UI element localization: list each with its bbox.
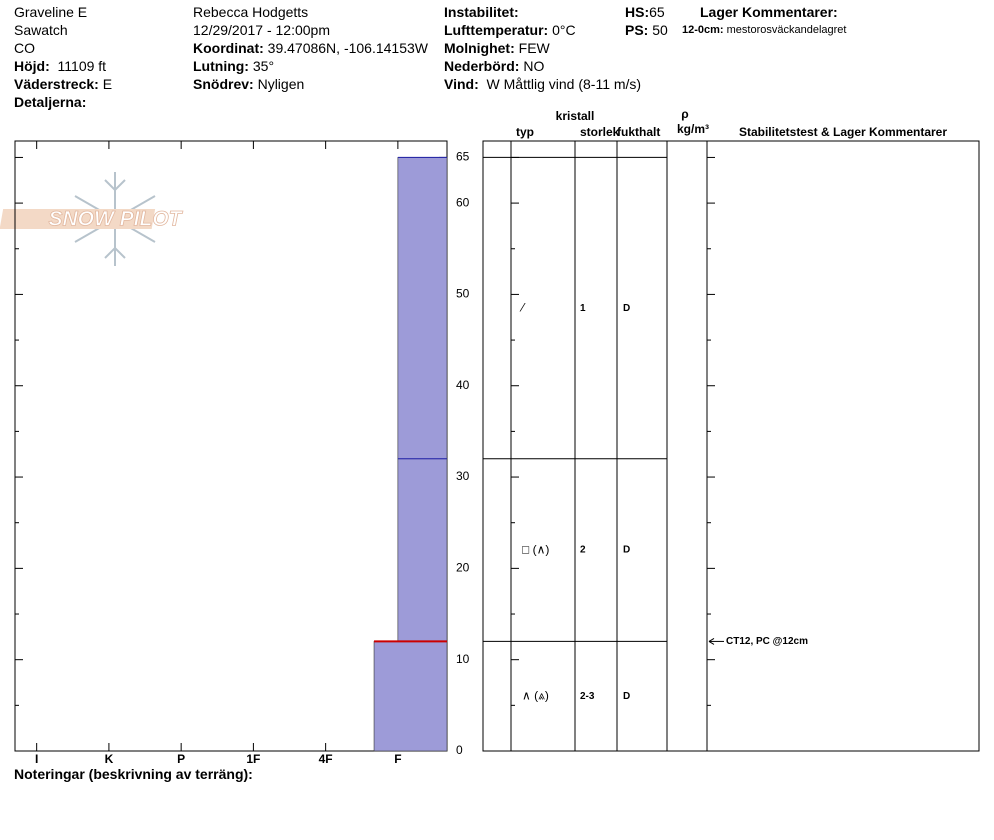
notes: Noteringar (beskrivning av terräng): <box>14 766 253 782</box>
coordinates: Koordinat: 39.47086N, -106.14153W <box>193 40 428 56</box>
col-size: storlek <box>580 125 620 139</box>
y-tick-label: 10 <box>456 652 470 666</box>
sky: Molnighet: FEW <box>444 40 550 56</box>
y-tick-label: 30 <box>456 469 470 483</box>
crystal-size: 1 <box>580 303 586 314</box>
x-tick-label: K <box>105 752 114 766</box>
label: Lufttemperatur: <box>444 22 549 38</box>
label: Vind: <box>444 76 479 92</box>
label: Molnighet: <box>444 40 515 56</box>
text: mestorosväckandelagret <box>726 24 847 36</box>
label: Höjd: <box>14 58 50 74</box>
column-lines <box>510 141 708 751</box>
label: Väderstreck: <box>14 76 99 92</box>
moisture: D <box>623 691 630 702</box>
label: Koordinat: <box>193 40 264 56</box>
x-tick-label: P <box>177 752 185 766</box>
details: Detaljerna: <box>14 94 87 110</box>
y-tick-label: 65 <box>456 150 470 164</box>
col-moisture: fukthalt <box>617 125 660 139</box>
moisture: D <box>623 545 630 556</box>
y-tick-label: 40 <box>456 378 470 392</box>
slope: Lutning: 35° <box>193 58 274 74</box>
col-crystal: kristall <box>556 109 595 123</box>
y-tick-label: 0 <box>456 743 463 757</box>
x-tick-label: I <box>35 752 38 766</box>
layer-bar <box>373 641 448 752</box>
table-frame <box>482 140 980 752</box>
site: Graveline E <box>14 4 88 20</box>
layer-bar <box>397 458 448 642</box>
crystal-type: ∧ (⩓) <box>522 688 549 702</box>
col-stability: Stabilitetstest & Lager Kommentarer <box>739 125 947 139</box>
elevation: Höjd: 11109 ft <box>14 58 106 74</box>
crystal-size: 2 <box>580 545 586 556</box>
col-density-symbol: ρ <box>681 107 688 121</box>
value: 39.47086N, -106.14153W <box>267 40 428 56</box>
state: CO <box>14 40 35 56</box>
crystal-size: 2-3 <box>580 691 595 702</box>
label: HS: <box>625 4 650 20</box>
value: E <box>102 76 113 92</box>
value: NO <box>523 58 545 74</box>
value: 35° <box>252 58 275 74</box>
test-label: CT12, PC @12cm <box>726 636 808 647</box>
ps: PS: 50 <box>625 22 668 38</box>
observer: Rebecca Hodgetts <box>193 4 309 20</box>
label: Lutning: <box>193 58 249 74</box>
wind: Vind: W Måttlig vind (8-11 m/s) <box>444 76 641 92</box>
air-temp: Lufttemperatur: 0°C <box>444 22 576 38</box>
col-density-unit: kg/m³ <box>677 122 709 136</box>
precip: Nederbörd: NO <box>444 58 544 74</box>
value: 50 <box>652 22 668 38</box>
y-tick-label: 60 <box>456 195 470 209</box>
value: W Måttlig vind (8-11 m/s) <box>486 76 642 92</box>
value: 0°C <box>552 22 576 38</box>
label: Nederbörd: <box>444 58 520 74</box>
moisture: D <box>623 303 630 314</box>
range: Sawatch <box>14 22 68 38</box>
label: PS: <box>625 22 649 38</box>
col-type: typ <box>516 125 534 139</box>
logo <box>0 172 156 266</box>
value: 11109 ft <box>57 58 107 74</box>
x-tick-label: 1F <box>246 752 260 766</box>
range: 12-0cm: <box>682 24 724 36</box>
value: Nyligen <box>257 76 305 92</box>
value: FEW <box>518 40 550 56</box>
label: Snödrev: <box>193 76 254 92</box>
datetime: 12/29/2017 - 12:00pm <box>193 22 330 38</box>
hs: HS:65 <box>625 4 665 20</box>
instability: Instabilitet: <box>444 4 519 20</box>
crystal-type: □ (∧) <box>522 542 549 556</box>
x-tick-label: 4F <box>319 752 333 766</box>
logo-text: SNOW PILOT <box>49 208 184 231</box>
test-arrowhead <box>708 637 715 645</box>
crystal-type: ⁄ <box>519 300 526 314</box>
x-tick-label: F <box>394 752 401 766</box>
layer-comment: 12-0cm: mestorosväckandelagret <box>682 24 846 36</box>
layer-bar <box>397 157 448 460</box>
y-tick-label: 20 <box>456 561 470 575</box>
value: 65 <box>649 4 665 20</box>
aspect: Väderstreck: E <box>14 76 112 92</box>
drift: Snödrev: Nyligen <box>193 76 304 92</box>
y-tick-label: 50 <box>456 287 470 301</box>
layer-comments-title: Lager Kommentarer: <box>700 4 838 20</box>
